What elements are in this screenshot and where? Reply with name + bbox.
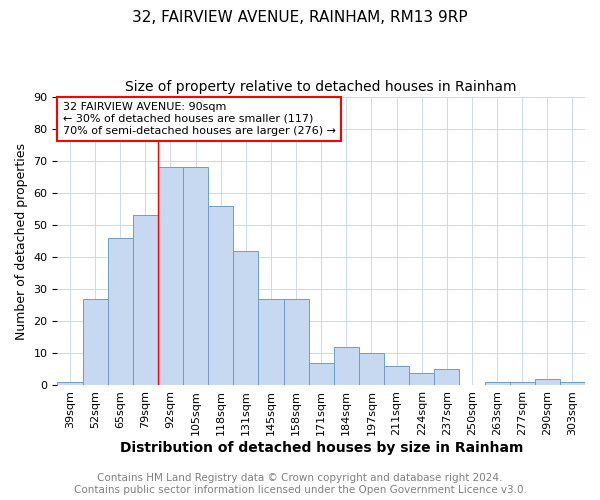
Text: Contains HM Land Registry data © Crown copyright and database right 2024.
Contai: Contains HM Land Registry data © Crown c… [74, 474, 526, 495]
Text: 32, FAIRVIEW AVENUE, RAINHAM, RM13 9RP: 32, FAIRVIEW AVENUE, RAINHAM, RM13 9RP [132, 10, 468, 25]
Bar [259, 299, 284, 386]
Bar [308, 363, 334, 386]
Title: Size of property relative to detached houses in Rainham: Size of property relative to detached ho… [125, 80, 517, 94]
Bar [409, 372, 434, 386]
Bar [83, 299, 107, 386]
Y-axis label: Number of detached properties: Number of detached properties [15, 142, 28, 340]
X-axis label: Distribution of detached houses by size in Rainham: Distribution of detached houses by size … [119, 441, 523, 455]
Bar [107, 238, 133, 386]
Bar [284, 299, 308, 386]
Bar [359, 354, 384, 386]
Bar [334, 347, 359, 386]
Bar [183, 167, 208, 386]
Bar [509, 382, 535, 386]
Bar [233, 250, 259, 386]
Bar [560, 382, 585, 386]
Bar [485, 382, 509, 386]
Bar [208, 206, 233, 386]
Bar [133, 216, 158, 386]
Bar [384, 366, 409, 386]
Bar [158, 167, 183, 386]
Bar [58, 382, 83, 386]
Bar [434, 370, 460, 386]
Text: 32 FAIRVIEW AVENUE: 90sqm
← 30% of detached houses are smaller (117)
70% of semi: 32 FAIRVIEW AVENUE: 90sqm ← 30% of detac… [62, 102, 335, 136]
Bar [535, 379, 560, 386]
